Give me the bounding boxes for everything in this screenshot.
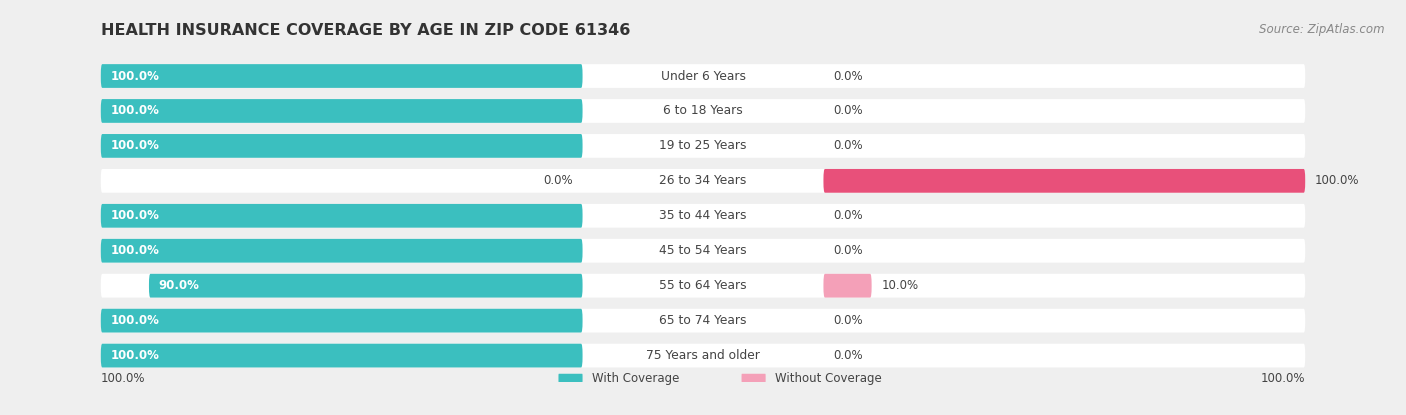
Text: 100.0%: 100.0% <box>111 314 159 327</box>
Text: 90.0%: 90.0% <box>159 279 200 292</box>
FancyBboxPatch shape <box>101 239 1305 263</box>
Text: 100.0%: 100.0% <box>101 372 145 385</box>
FancyBboxPatch shape <box>149 274 582 298</box>
Text: 100.0%: 100.0% <box>111 69 159 83</box>
FancyBboxPatch shape <box>101 64 1305 88</box>
Text: 0.0%: 0.0% <box>834 349 863 362</box>
Text: 100.0%: 100.0% <box>111 139 159 152</box>
Text: 100.0%: 100.0% <box>111 105 159 117</box>
Text: 100.0%: 100.0% <box>1315 174 1360 187</box>
FancyBboxPatch shape <box>824 169 1305 193</box>
FancyBboxPatch shape <box>101 134 582 158</box>
Text: 75 Years and older: 75 Years and older <box>647 349 759 362</box>
Text: 19 to 25 Years: 19 to 25 Years <box>659 139 747 152</box>
Text: 0.0%: 0.0% <box>834 244 863 257</box>
Text: 100.0%: 100.0% <box>111 209 159 222</box>
FancyBboxPatch shape <box>101 344 1305 367</box>
FancyBboxPatch shape <box>101 169 1305 193</box>
Text: 0.0%: 0.0% <box>834 139 863 152</box>
Text: 0.0%: 0.0% <box>834 314 863 327</box>
FancyBboxPatch shape <box>101 309 582 332</box>
FancyBboxPatch shape <box>101 99 1305 123</box>
Text: 35 to 44 Years: 35 to 44 Years <box>659 209 747 222</box>
Text: 0.0%: 0.0% <box>834 209 863 222</box>
Text: 45 to 54 Years: 45 to 54 Years <box>659 244 747 257</box>
Text: HEALTH INSURANCE COVERAGE BY AGE IN ZIP CODE 61346: HEALTH INSURANCE COVERAGE BY AGE IN ZIP … <box>101 22 630 38</box>
Text: With Coverage: With Coverage <box>592 372 679 385</box>
Text: 0.0%: 0.0% <box>543 174 572 187</box>
FancyBboxPatch shape <box>558 374 582 383</box>
Text: Without Coverage: Without Coverage <box>775 372 882 385</box>
FancyBboxPatch shape <box>101 309 1305 332</box>
Text: 55 to 64 Years: 55 to 64 Years <box>659 279 747 292</box>
FancyBboxPatch shape <box>101 344 582 367</box>
Text: 10.0%: 10.0% <box>882 279 918 292</box>
Text: 0.0%: 0.0% <box>834 69 863 83</box>
FancyBboxPatch shape <box>101 239 582 263</box>
Text: 100.0%: 100.0% <box>111 244 159 257</box>
FancyBboxPatch shape <box>101 64 582 88</box>
FancyBboxPatch shape <box>101 274 1305 298</box>
Text: 0.0%: 0.0% <box>834 105 863 117</box>
FancyBboxPatch shape <box>101 204 582 228</box>
FancyBboxPatch shape <box>101 99 582 123</box>
FancyBboxPatch shape <box>741 374 766 383</box>
FancyBboxPatch shape <box>101 134 1305 158</box>
Text: 26 to 34 Years: 26 to 34 Years <box>659 174 747 187</box>
Text: 65 to 74 Years: 65 to 74 Years <box>659 314 747 327</box>
FancyBboxPatch shape <box>824 274 872 298</box>
Text: 100.0%: 100.0% <box>111 349 159 362</box>
Text: 100.0%: 100.0% <box>1261 372 1305 385</box>
FancyBboxPatch shape <box>101 204 1305 228</box>
Text: 6 to 18 Years: 6 to 18 Years <box>664 105 742 117</box>
Text: Source: ZipAtlas.com: Source: ZipAtlas.com <box>1260 23 1385 36</box>
Text: Under 6 Years: Under 6 Years <box>661 69 745 83</box>
